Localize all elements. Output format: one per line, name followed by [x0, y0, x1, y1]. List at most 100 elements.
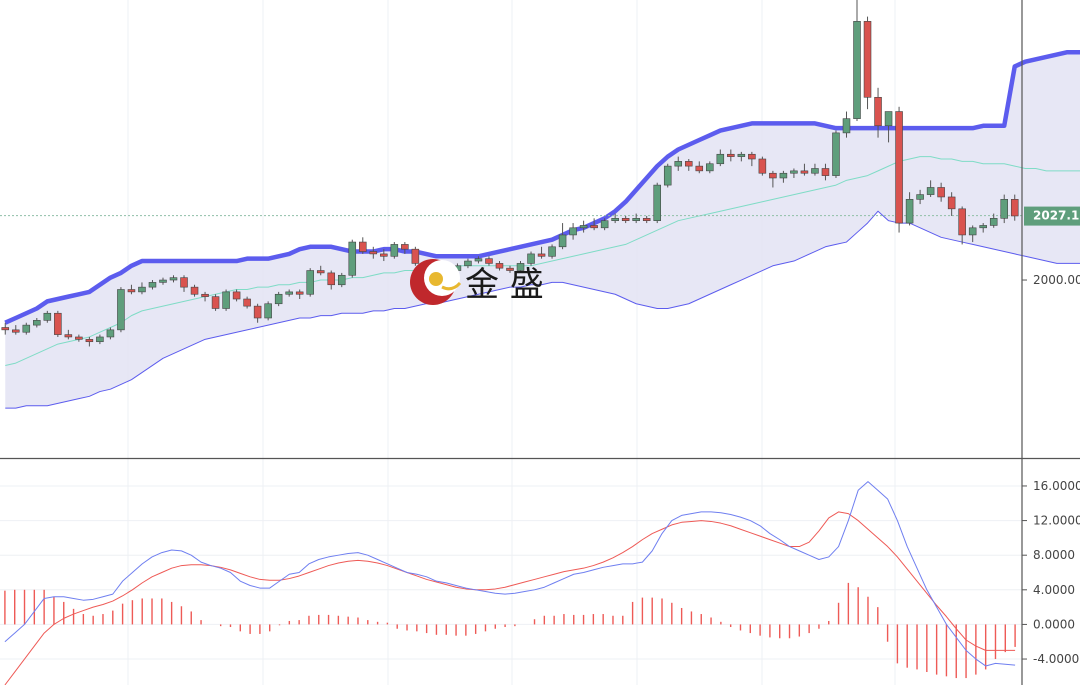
candle-body — [138, 286, 146, 293]
candle-body — [64, 334, 73, 338]
candle-body — [727, 153, 735, 157]
candle-body — [148, 282, 157, 288]
candle-body — [958, 208, 966, 236]
candle-body — [527, 253, 535, 264]
jinsheng-logo-icon — [410, 259, 462, 305]
candle-body — [159, 279, 167, 283]
candle-body — [926, 187, 935, 195]
candle-body — [380, 253, 388, 257]
candle-body — [642, 218, 651, 221]
candle-body — [600, 220, 609, 229]
candle-body — [811, 168, 819, 174]
candle-body — [737, 153, 746, 157]
candle-body — [663, 165, 672, 186]
candle-body — [989, 218, 998, 226]
candle-body — [169, 277, 178, 281]
candle-body — [579, 225, 588, 229]
candle-body — [33, 320, 41, 326]
price-tag-background — [1024, 206, 1080, 226]
candle-body — [401, 244, 409, 250]
candle-body — [190, 286, 199, 295]
candle-body — [201, 293, 209, 297]
candle-body — [232, 291, 241, 300]
price-tick-label: 2000.00 — [1033, 273, 1080, 287]
candle-body — [22, 324, 31, 333]
candle-body — [96, 336, 104, 343]
logo: 金 盛 — [410, 259, 544, 305]
candle-body — [75, 336, 83, 340]
candle-body — [968, 227, 977, 236]
candle-body — [285, 291, 293, 295]
candle-body — [653, 184, 661, 221]
macd-tick-label: 16.0000 — [1033, 479, 1080, 493]
candle-body — [779, 172, 788, 179]
candle-body — [905, 199, 914, 224]
candle-body — [506, 267, 514, 271]
candle-body — [211, 296, 220, 309]
candle-body — [916, 194, 924, 200]
candle-body — [253, 305, 262, 319]
candle-body — [474, 258, 483, 262]
macd-tick-label: 8.0000 — [1033, 548, 1075, 562]
candle-body — [348, 241, 357, 276]
candle-body — [937, 187, 945, 198]
candle-body — [684, 161, 693, 167]
candle-body — [316, 270, 325, 274]
candle-body — [558, 234, 567, 248]
candle-body — [127, 289, 136, 293]
macd-dif-line — [4, 481, 1016, 667]
candle-body — [832, 132, 840, 176]
bollinger-fill — [5, 52, 1080, 409]
candle-body — [295, 291, 304, 295]
candle-body — [337, 274, 346, 286]
candle-body — [632, 218, 640, 221]
macd-indicator — [4, 481, 1016, 685]
candle-body — [874, 96, 882, 127]
last-price-tag: 2027.15 — [1024, 206, 1080, 226]
candle-body — [706, 163, 714, 172]
candle-body — [884, 111, 893, 127]
logo-text: 金 盛 — [465, 265, 544, 305]
candles — [1, 0, 1019, 347]
bollinger-middle-line — [5, 156, 1080, 366]
candle-body — [821, 168, 830, 176]
last-price-label: 2027.15 — [1033, 209, 1080, 223]
candle-body — [306, 270, 314, 295]
candle-body — [947, 196, 956, 210]
candle-body — [842, 118, 851, 134]
candle-body — [411, 248, 420, 264]
candle-body — [790, 170, 798, 174]
candle-body — [274, 293, 283, 305]
candle-body — [1010, 199, 1019, 217]
candle-body — [359, 241, 367, 252]
candle-body — [264, 303, 272, 319]
candle-body — [769, 172, 777, 179]
candle-body — [43, 312, 52, 321]
candle-body — [716, 153, 725, 165]
candle-body — [54, 312, 62, 335]
candle-body — [369, 251, 378, 255]
candle-body — [611, 218, 619, 221]
candle-body — [222, 291, 230, 309]
macd-tick-label: -4.0000 — [1033, 652, 1079, 666]
candle-body — [895, 111, 903, 224]
candle-body — [853, 21, 861, 119]
candle-body — [674, 161, 683, 167]
candle-body — [180, 277, 188, 288]
bollinger-upper-line — [4, 49, 1080, 325]
macd-tick-label: 0.0000 — [1033, 617, 1075, 631]
candle-body — [117, 289, 125, 331]
candle-body — [748, 153, 756, 160]
candle-body — [12, 329, 20, 333]
candle-body — [800, 170, 809, 174]
candle-body — [327, 272, 336, 286]
macd-tick-label: 4.0000 — [1033, 583, 1075, 597]
candle-body — [106, 329, 115, 338]
candle-body — [495, 263, 504, 269]
candle-body — [621, 218, 630, 221]
candle-body — [243, 298, 251, 307]
macd-dea-line — [4, 511, 1016, 685]
candle-body — [979, 225, 987, 229]
